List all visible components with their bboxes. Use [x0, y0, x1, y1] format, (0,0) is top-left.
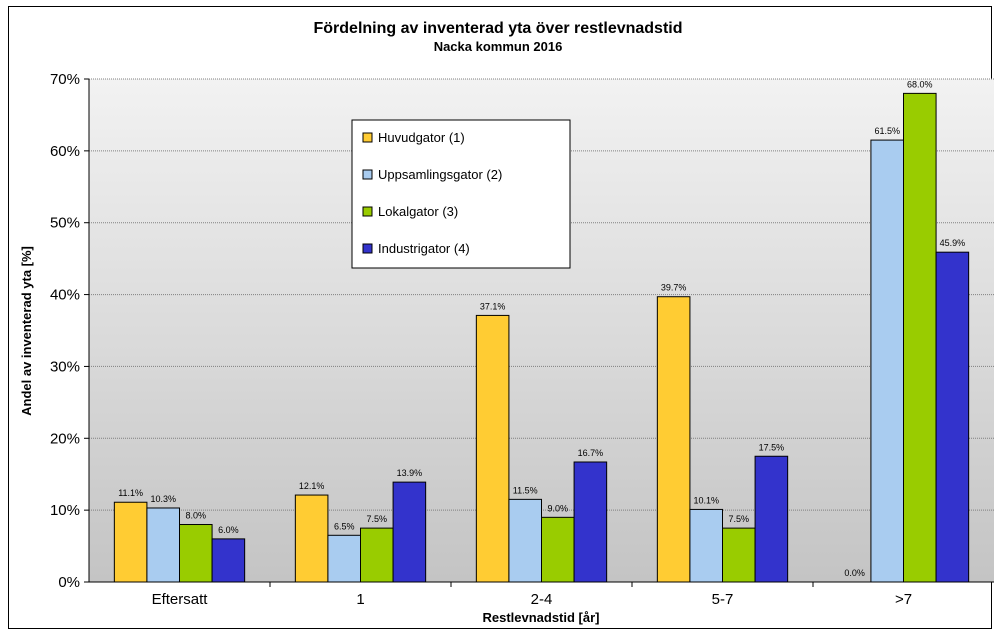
bar — [541, 516, 575, 583]
bar — [722, 527, 756, 583]
legend-swatch — [362, 132, 373, 143]
data-label: 11.5% — [513, 485, 538, 495]
data-label: 8.0% — [186, 511, 207, 521]
data-label: 0.0% — [844, 568, 865, 578]
bar — [903, 92, 937, 583]
bar — [870, 139, 904, 583]
legend-swatch — [362, 243, 373, 254]
chart-subtitle: Nacka kommun 2016 — [434, 39, 563, 54]
y-tick-label: 60% — [50, 143, 80, 160]
data-label: 11.1% — [118, 488, 143, 498]
y-tick-label: 50% — [50, 215, 80, 232]
data-label: 68.0% — [907, 79, 933, 89]
axes: 0% 10% 20% 30% 40% 50% 60% 70% Eftersatt 1 2-4 5-7 >… — [50, 71, 994, 608]
data-label: 61.5% — [874, 126, 900, 136]
data-label: 7.5% — [729, 514, 750, 524]
data-label: 10.3% — [150, 494, 176, 504]
legend-label: Lokalgator (3) — [378, 204, 458, 219]
bar — [475, 314, 510, 583]
x-tick-label: 2-4 — [531, 591, 553, 608]
y-tick-label: 20% — [50, 430, 80, 447]
legend-label: Huvudgator (1) — [378, 130, 465, 145]
y-tick-label: 10% — [50, 502, 80, 519]
bar — [327, 534, 362, 583]
chart-title: Fördelning av inventerad yta över restle… — [314, 20, 683, 37]
bar — [360, 527, 394, 583]
data-label: 6.5% — [334, 521, 355, 531]
data-label: 6.0% — [218, 525, 239, 535]
data-label: 17.5% — [759, 442, 785, 452]
legend: Huvudgator (1) Uppsamlingsgator (2) Lokalg… — [351, 119, 571, 269]
x-axis-title: Restlevnadstid [år] — [482, 610, 599, 625]
data-label: 9.0% — [548, 503, 569, 513]
data-label: 13.9% — [397, 468, 423, 478]
bar — [935, 251, 970, 583]
bar — [211, 538, 246, 583]
y-tick-label: 30% — [50, 358, 80, 375]
data-label: 12.1% — [299, 481, 325, 491]
legend-label: Uppsamlingsgator (2) — [378, 167, 502, 182]
legend-label: Industrigator (4) — [378, 241, 470, 256]
data-label: 39.7% — [661, 283, 687, 293]
y-tick-label: 0% — [58, 574, 80, 591]
x-tick-label: 5-7 — [712, 591, 734, 608]
data-label: 10.1% — [693, 495, 719, 505]
bar — [573, 461, 608, 583]
bar — [508, 498, 543, 583]
bar — [392, 481, 427, 583]
data-label: 37.1% — [480, 301, 506, 311]
legend-box — [351, 119, 571, 269]
bar — [754, 455, 789, 583]
data-label: 7.5% — [367, 514, 388, 524]
bar — [113, 501, 148, 583]
bar — [146, 507, 180, 583]
y-tick-label: 40% — [50, 287, 80, 304]
legend-swatch — [362, 169, 373, 180]
x-tick-label: 1 — [356, 591, 364, 608]
x-tick-label: >7 — [895, 591, 912, 608]
data-labels: 11.1% 10.3% 8.0% 6.0% 12.1% 6.5% 7.5% 13.9% 37.1… — [118, 79, 965, 578]
y-tick-label: 70% — [50, 71, 80, 88]
bar — [656, 296, 691, 583]
y-axis-title: Andel av inventerad yta [%] — [19, 246, 34, 416]
x-tick-label: Eftersatt — [152, 591, 209, 608]
data-label: 45.9% — [940, 238, 966, 248]
legend-swatch — [362, 206, 373, 217]
bar — [179, 524, 213, 583]
data-label: 16.7% — [578, 448, 604, 458]
bar — [294, 494, 329, 583]
bar — [689, 508, 723, 583]
